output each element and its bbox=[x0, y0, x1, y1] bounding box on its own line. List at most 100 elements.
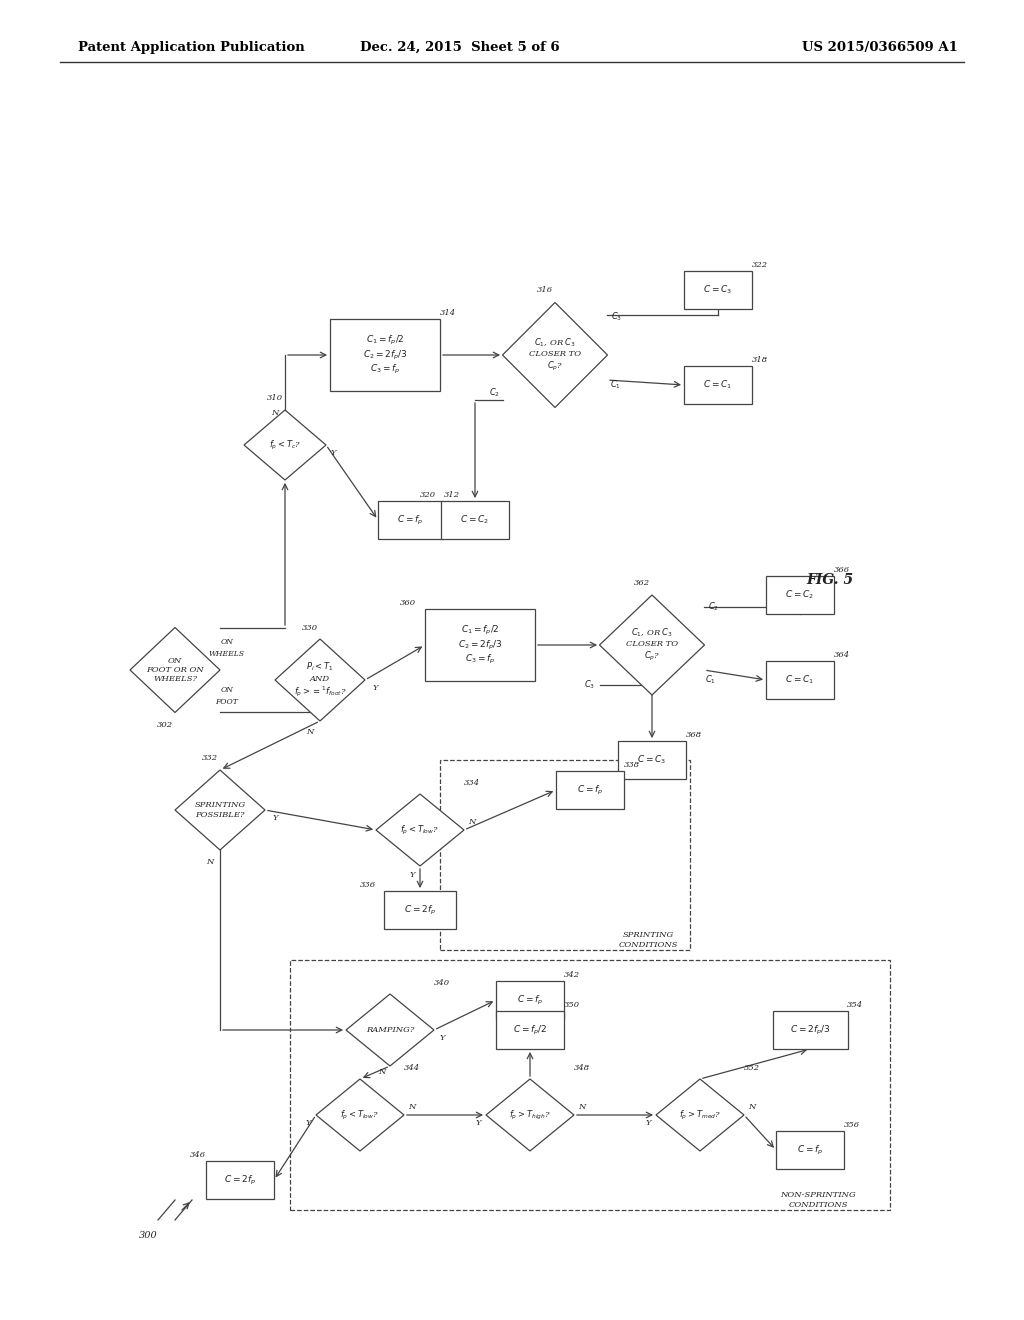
Text: 332: 332 bbox=[202, 754, 218, 762]
Bar bbox=[684, 366, 752, 404]
Text: 310: 310 bbox=[267, 393, 283, 403]
Bar bbox=[206, 1162, 274, 1199]
Text: Y: Y bbox=[272, 814, 278, 822]
Polygon shape bbox=[244, 411, 326, 480]
Polygon shape bbox=[486, 1078, 574, 1151]
Text: $C_1 = f_p/2$
$C_2 = 2f_p/3$
$C_3 = f_p$: $C_1 = f_p/2$ $C_2 = 2f_p/3$ $C_3 = f_p$ bbox=[458, 623, 503, 667]
Text: $f_p > T_{med}$?: $f_p > T_{med}$? bbox=[679, 1109, 721, 1122]
Text: Y: Y bbox=[410, 871, 415, 879]
Text: ON
FOOT OR ON
WHEELS?: ON FOOT OR ON WHEELS? bbox=[146, 657, 204, 684]
Text: $C = f_p/2$: $C = f_p/2$ bbox=[513, 1023, 547, 1036]
Text: CONDITIONS: CONDITIONS bbox=[618, 941, 678, 949]
Polygon shape bbox=[130, 627, 220, 713]
Polygon shape bbox=[346, 994, 434, 1067]
Text: 368: 368 bbox=[686, 731, 702, 739]
Text: $C = f_p$: $C = f_p$ bbox=[797, 1143, 823, 1156]
Bar bbox=[330, 319, 440, 391]
Text: 346: 346 bbox=[189, 1151, 206, 1159]
Text: 360: 360 bbox=[400, 599, 416, 607]
Text: $C = C_2$: $C = C_2$ bbox=[785, 589, 814, 601]
Text: $C = C_3$: $C = C_3$ bbox=[638, 754, 667, 766]
Polygon shape bbox=[376, 795, 464, 866]
Bar bbox=[684, 271, 752, 309]
Text: N: N bbox=[206, 858, 214, 866]
Text: 322: 322 bbox=[752, 261, 768, 269]
Text: 334: 334 bbox=[464, 779, 480, 787]
Text: Y: Y bbox=[331, 449, 336, 457]
Text: N: N bbox=[749, 1104, 756, 1111]
Bar bbox=[556, 771, 624, 809]
Text: N: N bbox=[579, 1104, 586, 1111]
Text: $C_1$, OR $C_3$
CLOSER TO
$C_p$?: $C_1$, OR $C_3$ CLOSER TO $C_p$? bbox=[529, 337, 581, 374]
Polygon shape bbox=[275, 639, 365, 721]
Text: Y: Y bbox=[475, 1119, 480, 1127]
Text: 312: 312 bbox=[444, 491, 460, 499]
Text: ON: ON bbox=[220, 686, 233, 694]
Text: 366: 366 bbox=[834, 566, 850, 574]
Text: SPRINTING
POSSIBLE?: SPRINTING POSSIBLE? bbox=[195, 801, 246, 818]
Text: 338: 338 bbox=[624, 762, 640, 770]
Text: 302: 302 bbox=[157, 721, 173, 729]
Text: $C = C_1$: $C = C_1$ bbox=[785, 673, 814, 686]
Text: RAMPING?: RAMPING? bbox=[366, 1026, 414, 1034]
Text: 320: 320 bbox=[420, 491, 436, 499]
Text: $f_p < T_c$?: $f_p < T_c$? bbox=[269, 438, 301, 451]
Text: 300: 300 bbox=[138, 1230, 158, 1239]
Text: WHEELS: WHEELS bbox=[209, 649, 245, 657]
Text: 352: 352 bbox=[744, 1064, 760, 1072]
Text: 362: 362 bbox=[634, 579, 650, 587]
Text: 364: 364 bbox=[834, 651, 850, 659]
Text: FOOT: FOOT bbox=[216, 698, 239, 706]
Text: ON: ON bbox=[220, 638, 233, 645]
Bar bbox=[766, 576, 834, 614]
Text: SPRINTING: SPRINTING bbox=[623, 931, 674, 939]
Bar bbox=[441, 502, 509, 539]
Text: Y: Y bbox=[373, 684, 378, 692]
Text: 354: 354 bbox=[847, 1001, 863, 1008]
Text: NON-SPRINTING: NON-SPRINTING bbox=[780, 1191, 856, 1199]
Bar bbox=[440, 760, 690, 950]
Bar bbox=[772, 1011, 848, 1049]
Text: 316: 316 bbox=[537, 286, 553, 294]
Text: $f_p < T_{low}$?: $f_p < T_{low}$? bbox=[340, 1109, 380, 1122]
Text: $C_3$: $C_3$ bbox=[585, 678, 596, 692]
Text: Y: Y bbox=[305, 1119, 310, 1127]
Text: $C_1$, OR $C_3$
CLOSER TO
$C_p$?: $C_1$, OR $C_3$ CLOSER TO $C_p$? bbox=[626, 627, 678, 663]
Text: 342: 342 bbox=[564, 972, 580, 979]
Text: $C = 2f_p$: $C = 2f_p$ bbox=[224, 1173, 256, 1187]
Text: $C = 2f_p$: $C = 2f_p$ bbox=[404, 903, 436, 916]
Bar bbox=[776, 1131, 844, 1170]
Bar bbox=[384, 891, 456, 929]
Text: 348: 348 bbox=[573, 1064, 590, 1072]
Text: $C = f_p$: $C = f_p$ bbox=[397, 513, 423, 527]
Text: N: N bbox=[409, 1104, 416, 1111]
Text: $C_3$: $C_3$ bbox=[611, 310, 623, 323]
Text: $C_1$: $C_1$ bbox=[609, 379, 621, 391]
Text: 350: 350 bbox=[564, 1001, 580, 1008]
Text: Y: Y bbox=[439, 1034, 444, 1041]
Text: $C = C_3$: $C = C_3$ bbox=[703, 284, 732, 296]
Text: 340: 340 bbox=[434, 979, 451, 987]
Text: $C = f_p$: $C = f_p$ bbox=[577, 784, 603, 796]
Text: FIG. 5: FIG. 5 bbox=[807, 573, 854, 587]
Polygon shape bbox=[656, 1078, 744, 1151]
Text: N: N bbox=[468, 818, 476, 826]
Text: N: N bbox=[306, 729, 313, 737]
Text: $f_p > T_{high}$?: $f_p > T_{high}$? bbox=[509, 1109, 551, 1122]
Polygon shape bbox=[599, 595, 705, 696]
Bar bbox=[766, 661, 834, 700]
Text: 344: 344 bbox=[403, 1064, 420, 1072]
Text: $C = C_2$: $C = C_2$ bbox=[461, 513, 489, 527]
Text: N: N bbox=[378, 1068, 386, 1076]
Text: 336: 336 bbox=[360, 880, 376, 888]
Text: $C_1$: $C_1$ bbox=[705, 673, 716, 686]
Text: $C = f_p$: $C = f_p$ bbox=[517, 994, 543, 1007]
Bar bbox=[290, 960, 890, 1210]
Bar bbox=[378, 502, 442, 539]
Bar bbox=[496, 1011, 564, 1049]
Text: $C_2$: $C_2$ bbox=[709, 601, 720, 614]
Text: $P_i < T_1$
AND
$f_p >= ^1f_{foot}$?: $P_i < T_1$ AND $f_p >= ^1f_{foot}$? bbox=[294, 661, 346, 700]
Text: 330: 330 bbox=[302, 624, 318, 632]
Text: Y: Y bbox=[645, 1119, 650, 1127]
Text: $C_2$: $C_2$ bbox=[489, 387, 501, 399]
